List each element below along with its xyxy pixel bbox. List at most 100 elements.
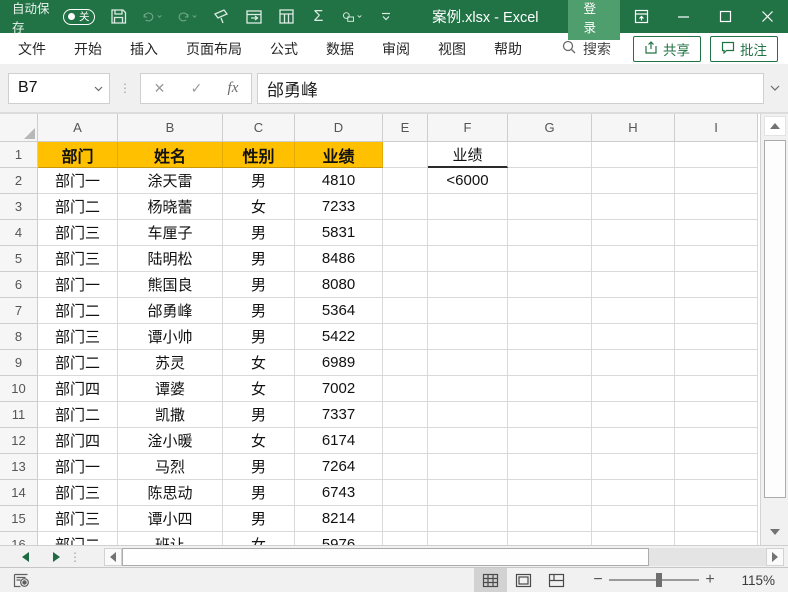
cell-D5[interactable]: 8486 [295,246,383,272]
cell-C6[interactable]: 男 [223,272,295,298]
cell-D4[interactable]: 5831 [295,220,383,246]
column-header-E[interactable]: E [383,114,428,142]
cell-I7[interactable] [675,298,758,324]
cell-F6[interactable] [428,272,508,298]
shapes-icon[interactable] [342,7,362,27]
cell-I9[interactable] [675,350,758,376]
cell-B5[interactable]: 陆明松 [118,246,223,272]
cell-G12[interactable] [508,428,592,454]
autosave-toggle[interactable]: 关 [62,8,96,25]
cell-B10[interactable]: 谭婆 [118,376,223,402]
undo-icon[interactable] [142,7,163,27]
autosum-icon[interactable]: Σ [313,7,324,25]
cell-B8[interactable]: 谭小帅 [118,324,223,350]
select-all-corner[interactable] [0,114,38,142]
cell-G13[interactable] [508,454,592,480]
comments-button[interactable]: 批注 [710,35,778,62]
cell-D16[interactable]: 5976 [295,532,383,545]
row-header-16[interactable]: 16 [0,532,38,545]
zoom-level[interactable]: 115% [741,572,775,588]
row-header-1[interactable]: 1 [0,142,38,168]
paste-table-icon[interactable] [278,7,295,27]
cell-A13[interactable]: 部门一 [38,454,118,480]
row-header-11[interactable]: 11 [0,402,38,428]
menu-tab-formulas[interactable]: 公式 [270,40,298,57]
cell-H1[interactable] [592,142,675,168]
cell-H12[interactable] [592,428,675,454]
cell-D1[interactable]: 业绩 [295,142,383,168]
formula-input[interactable]: 邰勇峰 [257,72,764,104]
cell-A14[interactable]: 部门三 [38,480,118,506]
cell-E1[interactable] [383,142,428,168]
cell-G2[interactable] [508,168,592,194]
cell-F5[interactable] [428,246,508,272]
cell-B1[interactable]: 姓名 [118,142,223,168]
cell-D11[interactable]: 7337 [295,402,383,428]
cell-H16[interactable] [592,532,675,545]
save-icon[interactable] [110,7,127,27]
column-header-C[interactable]: C [223,114,295,142]
signin-button[interactable]: 登录 [568,0,620,40]
cell-A4[interactable]: 部门三 [38,220,118,246]
cell-G10[interactable] [508,376,592,402]
cell-E15[interactable] [383,506,428,532]
cell-E6[interactable] [383,272,428,298]
share-button[interactable]: 共享 [633,35,701,62]
cell-E8[interactable] [383,324,428,350]
menu-tab-page-layout[interactable]: 页面布局 [186,40,242,57]
horizontal-scroll-track[interactable] [649,547,766,566]
row-header-4[interactable]: 4 [0,220,38,246]
zoom-slider[interactable] [609,573,699,587]
zoom-in-button[interactable]: + [705,571,715,588]
cell-G7[interactable] [508,298,592,324]
cell-E2[interactable] [383,168,428,194]
macro-record-icon[interactable] [13,573,30,588]
cell-C5[interactable]: 男 [223,246,295,272]
cell-H8[interactable] [592,324,675,350]
cell-C7[interactable]: 男 [223,298,295,324]
zoom-slider-thumb[interactable] [656,573,662,587]
switch-windows-icon[interactable] [245,7,263,27]
cell-G4[interactable] [508,220,592,246]
cell-D15[interactable]: 8214 [295,506,383,532]
cell-C9[interactable]: 女 [223,350,295,376]
zoom-out-button[interactable]: − [593,571,603,588]
cell-D13[interactable]: 7264 [295,454,383,480]
cancel-entry-icon[interactable]: ✕ [153,79,166,96]
cell-G9[interactable] [508,350,592,376]
column-header-B[interactable]: B [118,114,223,142]
scroll-up-icon[interactable] [764,116,786,136]
row-header-9[interactable]: 9 [0,350,38,376]
cell-D12[interactable]: 6174 [295,428,383,454]
prev-sheet-icon[interactable] [22,551,29,562]
cell-E5[interactable] [383,246,428,272]
cell-G14[interactable] [508,480,592,506]
column-header-F[interactable]: F [428,114,508,142]
cell-F1[interactable]: 业绩 [428,142,508,168]
menu-tab-review[interactable]: 审阅 [382,40,410,57]
next-sheet-icon[interactable] [53,551,60,562]
cell-F7[interactable] [428,298,508,324]
column-header-G[interactable]: G [508,114,592,142]
scroll-down-icon[interactable] [764,522,786,542]
cell-A12[interactable]: 部门四 [38,428,118,454]
cell-C15[interactable]: 男 [223,506,295,532]
cell-I11[interactable] [675,402,758,428]
column-header-H[interactable]: H [592,114,675,142]
vertical-scrollbar[interactable] [760,114,788,545]
name-box-chevron-icon[interactable] [94,79,103,97]
cell-F10[interactable] [428,376,508,402]
cell-B12[interactable]: 淦小暖 [118,428,223,454]
cell-E14[interactable] [383,480,428,506]
cell-H4[interactable] [592,220,675,246]
row-header-13[interactable]: 13 [0,454,38,480]
vertical-scroll-thumb[interactable] [764,140,786,498]
cell-H7[interactable] [592,298,675,324]
cell-D7[interactable]: 5364 [295,298,383,324]
scroll-left-icon[interactable] [104,547,122,566]
insert-function-icon[interactable]: fx [227,79,239,96]
cell-G6[interactable] [508,272,592,298]
cell-B3[interactable]: 杨晓蕾 [118,194,223,220]
cell-C1[interactable]: 性别 [223,142,295,168]
cell-G5[interactable] [508,246,592,272]
